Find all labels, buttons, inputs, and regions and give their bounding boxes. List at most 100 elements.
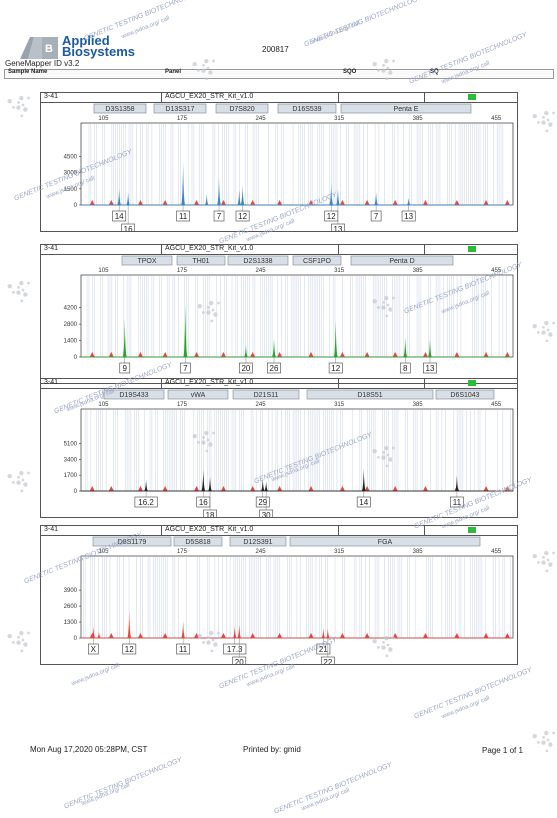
size-standard-marker — [339, 200, 345, 205]
peak — [321, 628, 326, 638]
watermark-dot — [545, 569, 549, 573]
watermark-dot — [384, 58, 389, 64]
sample-name: 3-41 — [44, 93, 59, 100]
size-standard-marker — [89, 486, 95, 491]
allele-call-box — [239, 362, 253, 374]
locus-box — [121, 255, 173, 266]
x-tick-label: 385 — [413, 268, 424, 274]
watermark-dot — [392, 59, 395, 63]
col-sq: SQ — [430, 69, 439, 75]
chart-svg: TPOX TH01 D2S1338 CSF1PO Penta D 105 175 245 315… — [64, 255, 514, 374]
x-tick-label: 385 — [413, 402, 424, 408]
size-standard-marker — [108, 486, 114, 491]
size-standard-marker — [162, 200, 168, 205]
size-standard-marker — [422, 633, 428, 638]
watermark-url: www.jsdna.org/ call — [310, 20, 361, 46]
x-tick-label: 245 — [256, 549, 267, 555]
x-tick-label: 105 — [98, 268, 109, 274]
electropherogram-panel-red: 3-41 AGCU_EX20_STR_Kit_v1.0 D8S1179 D5S818 D… — [40, 525, 518, 665]
size-standard-marker — [137, 200, 143, 205]
watermark-dot — [537, 560, 540, 564]
locus-label: D3S1358 — [105, 106, 134, 113]
allele-call-box — [449, 496, 464, 508]
watermark-dot — [541, 560, 546, 565]
locus-box — [232, 389, 300, 400]
x-tick-label: 245 — [256, 116, 267, 122]
allele-call-label: 7 — [183, 364, 188, 373]
allele-call-label: 13 — [404, 212, 413, 221]
watermark-dot — [542, 115, 545, 119]
size-standard-marker — [454, 352, 460, 357]
y-tick-label: 5100 — [64, 442, 78, 448]
x-tick-label: 315 — [334, 116, 345, 122]
allele-call-label: 11 — [453, 498, 462, 507]
allele-call-box — [328, 362, 343, 374]
allele-call-box — [235, 210, 250, 222]
chart-svg: D8S1179 D5S818 D12S391 FGA 105 175 245 315 385 45… — [64, 536, 514, 664]
watermark-dot — [202, 63, 205, 67]
column-divider — [161, 379, 162, 388]
column-divider — [161, 245, 162, 254]
peak — [333, 320, 338, 357]
watermark-dot — [545, 749, 549, 753]
allele-call-label: 9 — [123, 364, 128, 373]
sample-name: 3-41 — [44, 526, 59, 533]
watermark-dot — [552, 111, 555, 115]
allele-call-box — [122, 643, 137, 655]
footer-date: Mon Aug 17,2020 05:28PM, CST — [30, 745, 148, 754]
watermark-dot — [532, 323, 537, 329]
allele-call-label: 14 — [359, 498, 368, 507]
size-standard-marker — [308, 200, 314, 205]
allele-call-box — [399, 362, 411, 374]
allele-call-box — [213, 210, 225, 222]
peak — [271, 338, 277, 357]
quality-status-badge — [468, 94, 476, 100]
size-standard-marker — [137, 486, 143, 491]
peak — [427, 339, 433, 357]
watermark-dot — [7, 98, 12, 104]
brand-line2: Biosystems — [62, 44, 135, 59]
allele-call-box — [121, 223, 136, 231]
allele-call-label: 14 — [115, 212, 124, 221]
size-standard-marker — [504, 486, 510, 491]
watermark-dot — [27, 631, 30, 635]
sample-name: 3-41 — [44, 379, 59, 386]
y-tick-label: 1300 — [64, 620, 78, 626]
allele-call-box — [370, 210, 382, 222]
locus-box — [277, 103, 337, 114]
chart-svg: D19S433 vWA D21S11 D18S51 D6S1043 105 175 245 31… — [64, 389, 514, 517]
peak — [237, 624, 242, 638]
software-name: GeneMapper ID v3.2 — [5, 59, 80, 68]
size-standard-marker — [483, 352, 489, 357]
column-divider — [424, 526, 425, 535]
size-standard-marker — [162, 486, 168, 491]
y-tick-label: 2800 — [64, 322, 78, 328]
allele-call-box — [423, 362, 437, 374]
allele-call-box — [255, 496, 270, 508]
watermark-dot — [546, 558, 550, 562]
watermark-dot — [537, 120, 540, 124]
panel-name: AGCU_EX20_STR_Kit_v1.0 — [165, 245, 254, 252]
size-standard-marker — [137, 633, 143, 638]
watermark-dot — [27, 96, 30, 100]
watermark-dot — [17, 475, 20, 479]
allele-call-label: 12 — [238, 212, 247, 221]
allele-call-label: 13 — [334, 225, 343, 231]
watermark-dot — [545, 129, 549, 133]
x-tick-label: 385 — [413, 116, 424, 122]
size-standard-marker — [339, 352, 345, 357]
watermark-dot — [546, 118, 550, 122]
watermark-dot — [20, 299, 24, 303]
peak — [240, 185, 245, 205]
watermark-dot — [548, 742, 553, 747]
column-divider — [338, 93, 339, 102]
watermark-dot — [21, 288, 25, 292]
y-tick-label: 0 — [74, 489, 78, 495]
allele-call-label: 12 — [331, 364, 340, 373]
size-standard-marker — [277, 486, 283, 491]
size-standard-marker — [221, 486, 227, 491]
size-standard-marker — [250, 200, 256, 205]
watermark-dot — [21, 103, 25, 107]
peak-series — [143, 468, 460, 491]
size-standard-marker — [504, 633, 510, 638]
